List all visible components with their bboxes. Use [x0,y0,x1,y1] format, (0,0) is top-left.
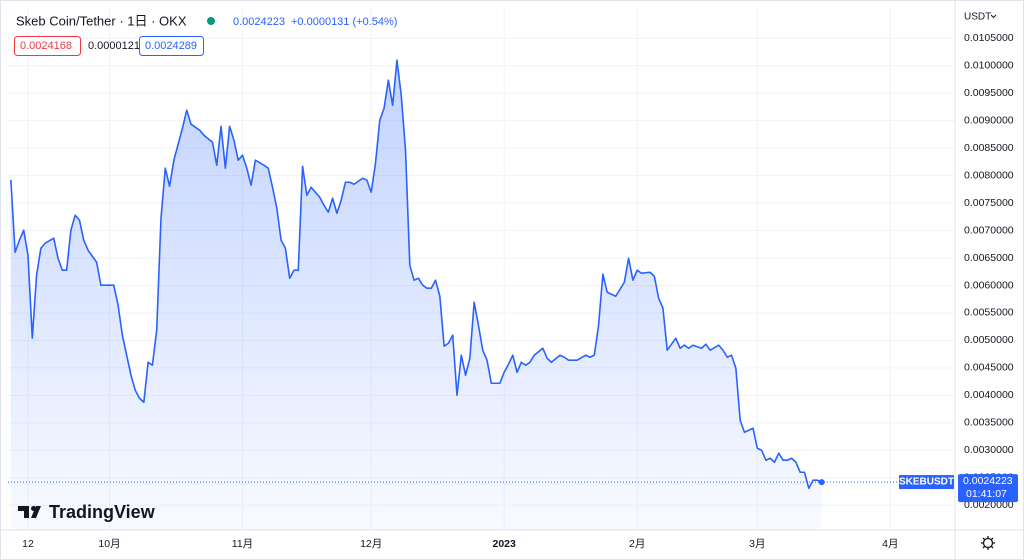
logo: TradingView [18,502,156,522]
y-tick-label: 0.0050000 [964,334,1014,346]
close-value: 0.0024223 [233,16,285,28]
logo-icon [31,506,36,511]
y-tick-label: 0.0060000 [964,279,1014,291]
low-value: 0.0024168 [20,40,72,52]
y-tick-label: 0.0070000 [964,224,1014,236]
x-tick-label: 4月 [882,538,898,550]
status-dot [207,17,215,25]
x-tick-label: 12 [22,538,34,550]
change-value: +0.0000131 (+0.54%) [291,16,397,28]
chevron [990,14,997,19]
price-badge-bg [958,474,1018,503]
y-tick-label: 0.0080000 [964,169,1014,181]
x-tick-label: 2月 [629,538,645,550]
y-tick-label: 0.0035000 [964,417,1014,429]
symbol-tag-bg [899,475,954,490]
y-tick-label: 0.0090000 [964,114,1014,126]
currency-label[interactable]: USDT [964,12,991,23]
countdown: 01:41:07 [966,488,1007,500]
y-tick-label: 0.0075000 [964,197,1014,209]
x-tick-label: 12月 [360,538,382,550]
y-tick-label: 0.0105000 [964,32,1014,44]
diff-value: 0.0000121 [88,40,140,52]
y-tick-label: 0.0030000 [964,444,1014,456]
settings-icon[interactable] [981,536,995,550]
low-box [14,36,81,56]
y-tick-label: 0.0100000 [964,59,1014,71]
y-tick-label: 0.0095000 [964,87,1014,99]
y-tick-label: 0.0065000 [964,252,1014,264]
symbol-tag: SKEBUSDT [899,477,954,488]
price-line [10,59,822,490]
area-fill [10,60,822,530]
price-badge: 0.0024223 [963,475,1013,487]
gear-teeth [981,536,995,550]
x-tick-label: 10月 [98,538,120,550]
plot [8,59,955,530]
high-box [139,36,204,56]
gear[interactable] [982,537,994,549]
y-tick-label: 0.0085000 [964,142,1014,154]
x-tick-label: 2023 [493,538,517,550]
y-tick-label: 0.0055000 [964,307,1014,319]
x-tick-label: 11月 [232,538,253,550]
symbol-title: Skeb Coin/Tether · 1日 · OKX [16,13,187,28]
watermark: TradingView [49,502,156,522]
high-value: 0.0024289 [145,40,197,52]
x-tick-label: 3月 [749,538,765,550]
y-tick-label: 0.0045000 [964,362,1014,374]
y-tick-label: 0.0040000 [964,389,1014,401]
